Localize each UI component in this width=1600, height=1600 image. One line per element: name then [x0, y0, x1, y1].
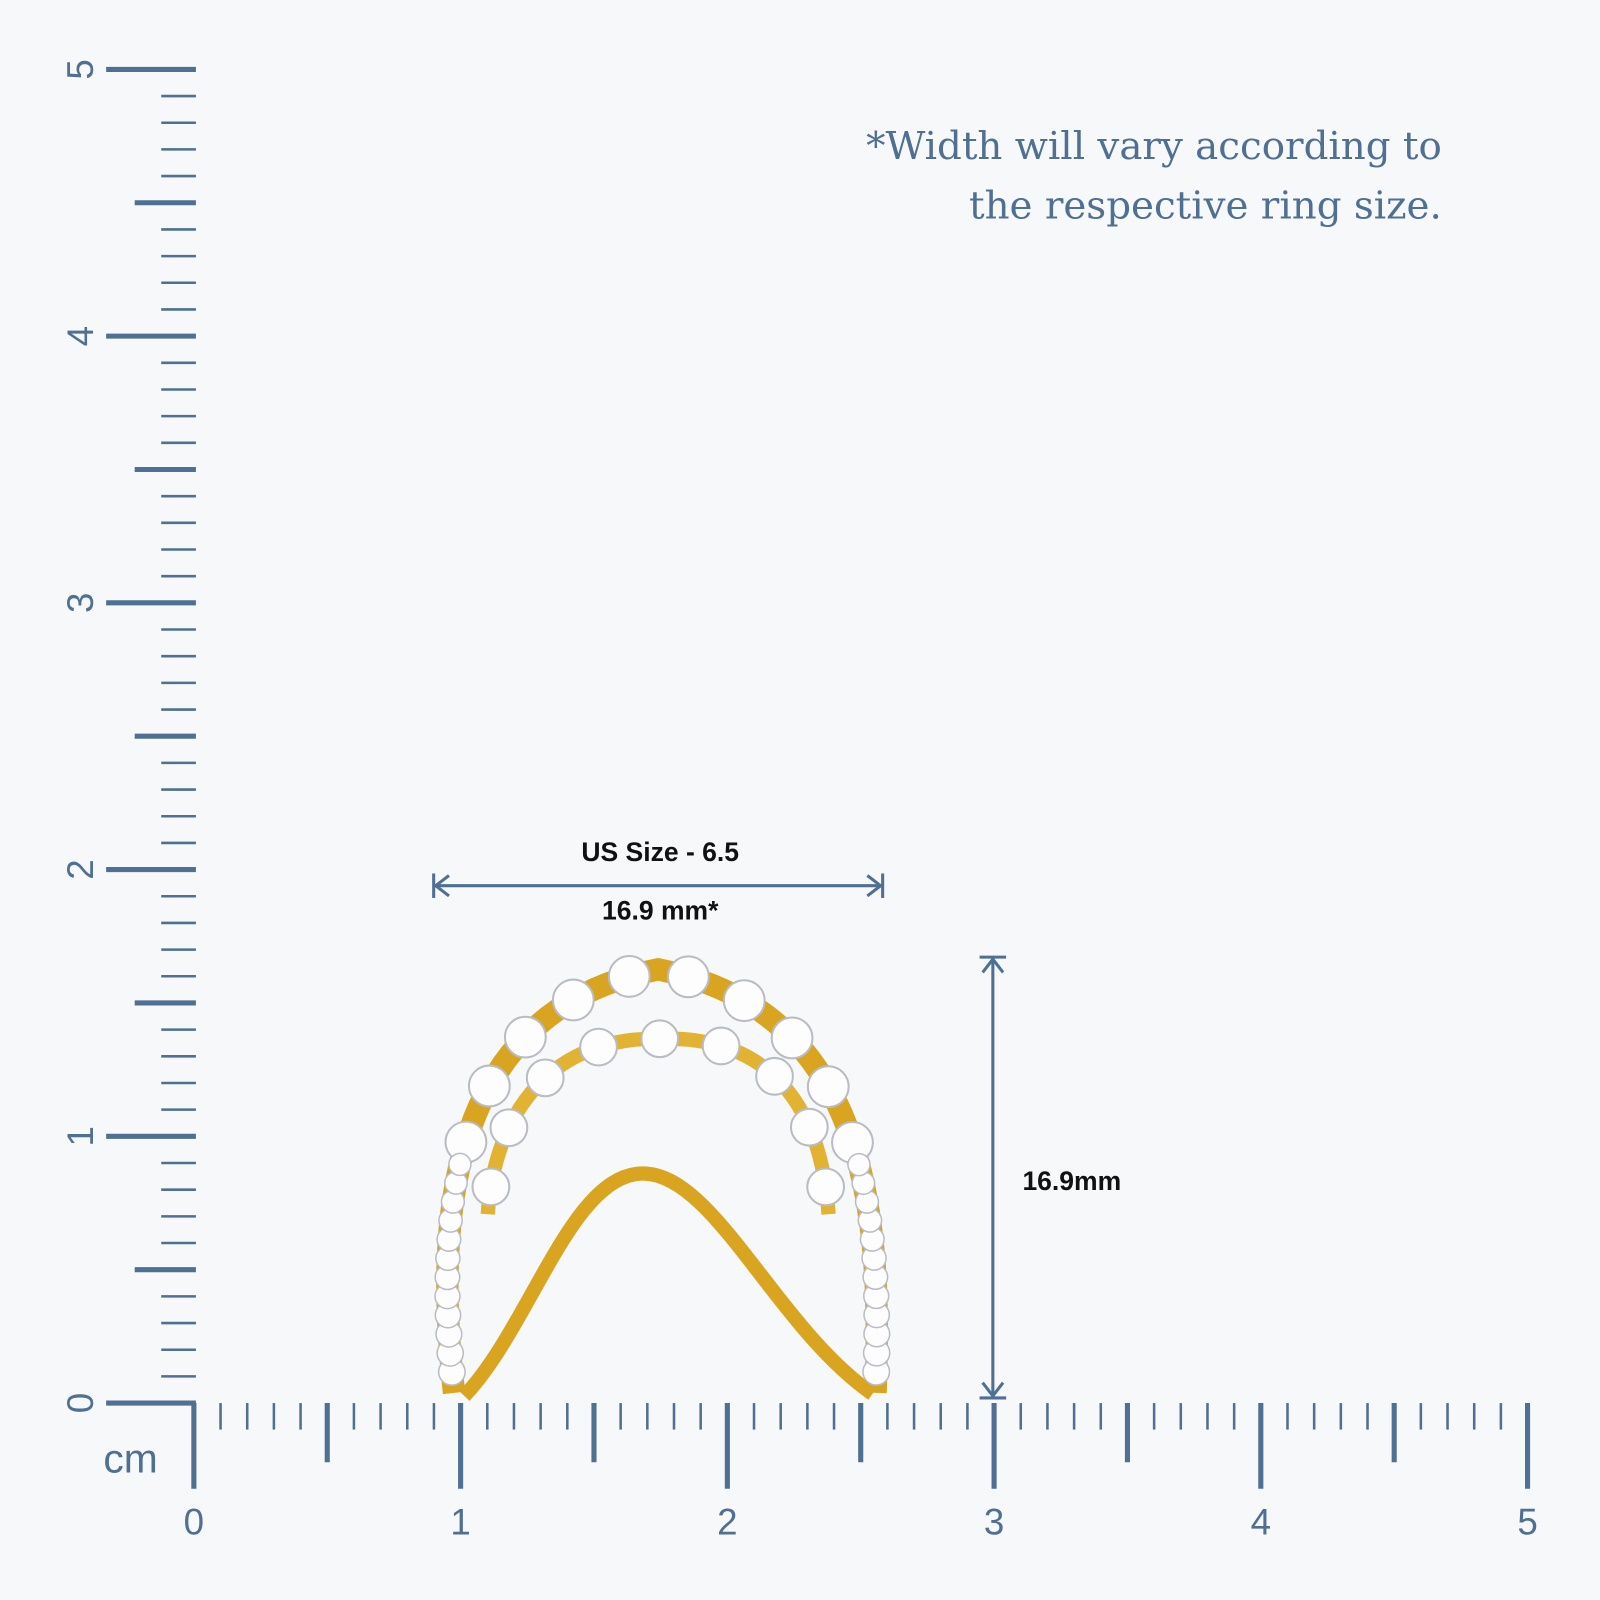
- x-ruler-label: 3: [984, 1502, 1004, 1543]
- diamond: [551, 978, 595, 1022]
- height-label: 16.9mm: [1022, 1166, 1121, 1196]
- diamond: [755, 1056, 794, 1096]
- diamond: [666, 955, 710, 999]
- unit-label: cm: [103, 1435, 157, 1481]
- diamond: [789, 1107, 829, 1147]
- diamond: [448, 1152, 472, 1177]
- diamond: [701, 1026, 741, 1066]
- height-arrow: [979, 955, 1007, 1400]
- diamond: [722, 979, 766, 1023]
- diamond: [525, 1058, 565, 1098]
- x-ruler-label: 5: [1517, 1502, 1537, 1543]
- note-line: the respective ring size.: [969, 183, 1442, 228]
- ring: [434, 954, 891, 1401]
- diamond: [607, 954, 651, 998]
- diamond: [770, 1016, 814, 1060]
- diamond: [579, 1027, 618, 1067]
- diamond: [471, 1167, 511, 1207]
- diamond: [489, 1108, 529, 1148]
- y-ruler-label: 3: [60, 593, 101, 613]
- diamond: [806, 1167, 846, 1207]
- width-arrow: [432, 873, 885, 898]
- ring-band: [459, 1166, 877, 1401]
- y-ruler-label: 0: [60, 1393, 101, 1413]
- note-line: *Width will vary according to: [866, 124, 1442, 169]
- diamond: [503, 1015, 547, 1059]
- diamond: [640, 1019, 680, 1059]
- x-ruler-label: 2: [717, 1502, 737, 1543]
- diamond: [467, 1064, 511, 1108]
- y-ruler-label: 2: [60, 859, 101, 879]
- y-ruler-label: 4: [60, 326, 101, 346]
- width-label: 16.9 mm*: [602, 895, 719, 925]
- y-ruler-label: 5: [60, 59, 101, 79]
- size-label: US Size - 6.5: [581, 837, 739, 867]
- y-ruler-label: 1: [60, 1126, 101, 1146]
- x-ruler-label: 0: [184, 1502, 204, 1543]
- x-ruler-label: 1: [450, 1502, 470, 1543]
- rulers: [106, 66, 1531, 1489]
- x-ruler-label: 4: [1251, 1502, 1271, 1543]
- diamond: [847, 1152, 871, 1177]
- diamond: [806, 1065, 850, 1109]
